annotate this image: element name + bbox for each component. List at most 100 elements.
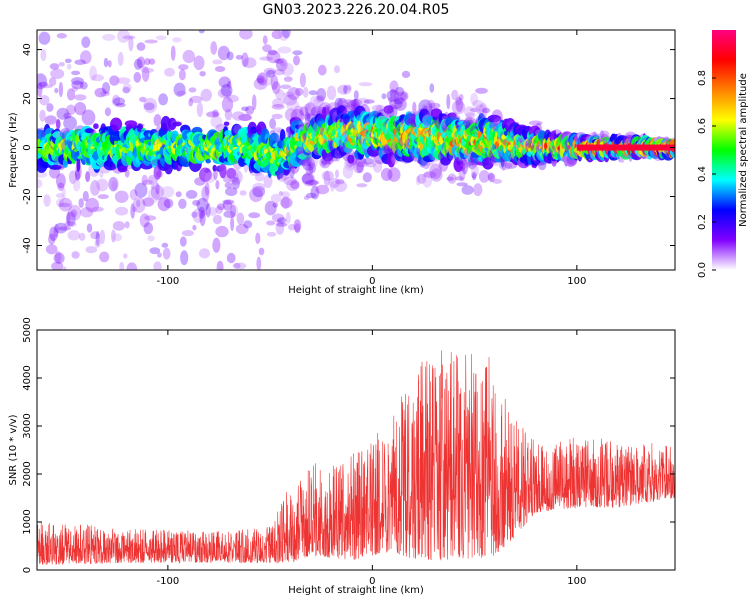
spectrogram-cell (501, 160, 506, 171)
spectrogram-cell (123, 253, 128, 259)
spectrogram-cell (40, 49, 47, 61)
spectrogram-cell (111, 180, 118, 191)
spectrogram-cell (358, 82, 373, 87)
spectrogram-cell (335, 179, 345, 185)
spectrogram-cell (189, 95, 203, 103)
spectrogram-cell (423, 171, 437, 178)
spectrogram-cell (212, 164, 217, 172)
spectrogram-cell (215, 180, 220, 190)
spectrogram-cell (90, 231, 100, 240)
spectrogram-cell (347, 154, 355, 164)
spectrogram-cell (81, 36, 91, 48)
spectrogram-cell (71, 86, 78, 92)
spectrogram-cell (471, 164, 479, 177)
spectrogram-cell (273, 69, 285, 76)
spectrogram-cell (235, 54, 244, 60)
spectrogram-cell (277, 46, 292, 54)
spectrogram-cell (104, 107, 111, 117)
spectrogram-cell (252, 182, 266, 192)
spectrogram-cell (224, 182, 233, 189)
spectrogram-cell (124, 221, 130, 229)
spectrogram-cell (205, 158, 211, 164)
spectrogram-cell (89, 65, 97, 81)
spectrogram-frame (36, 29, 676, 271)
spectrogram-cell (103, 57, 109, 68)
spectrogram-cell (126, 262, 138, 270)
spectrogram-cell (415, 175, 421, 186)
spectrogram-y-ticks: -40 -20 0 20 40 (22, 43, 675, 254)
spectrogram-cell (218, 76, 231, 88)
y-tick-label: -40 (22, 237, 33, 253)
spectrogram-cell (148, 58, 156, 65)
spectrogram-cell (74, 59, 86, 65)
spectrogram-cell (487, 172, 494, 181)
spectrogram-cell (62, 266, 67, 270)
spectrogram-cell (178, 69, 186, 81)
spectrogram-cell (280, 62, 294, 76)
spectrogram-cell (101, 82, 111, 94)
spectrogram-cell (472, 99, 484, 109)
snr-series-line (37, 350, 675, 566)
spectrogram-cell (226, 252, 236, 264)
spectrogram-cell (39, 84, 53, 89)
spectrogram-cell (115, 206, 129, 216)
spectrogram-cell (199, 71, 206, 77)
spectrogram-cell (201, 186, 210, 202)
spectrogram-cell (657, 144, 660, 151)
spectrogram-cell (112, 233, 122, 242)
spectrogram-cell (108, 176, 119, 192)
spectrogram-cell (212, 59, 223, 65)
x-tick-label: 100 (567, 276, 586, 287)
spectrogram-cell (176, 90, 187, 96)
spectrogram-cell (270, 74, 279, 90)
spectrogram-cell (316, 95, 325, 103)
spectrogram-cell (660, 144, 663, 151)
spectrogram-cell (56, 107, 70, 120)
spectrogram-cell (72, 178, 81, 192)
spectrogram-cell (86, 223, 93, 233)
spectrogram-cell (99, 251, 110, 263)
spectrogram-cell (293, 55, 300, 66)
spectrogram-cell (371, 104, 385, 112)
spectrogram-cell (263, 67, 276, 75)
spectrogram-cell (58, 226, 72, 231)
spectrogram-cell (226, 51, 234, 61)
spectrogram-cell (133, 71, 142, 83)
spectrogram-cell (302, 172, 315, 187)
spectrogram-cell (430, 168, 443, 182)
spectrogram-cell (383, 105, 394, 114)
spectrogram-cell (49, 63, 60, 70)
spectrogram-cell (56, 33, 67, 39)
spectrogram-cell (281, 196, 290, 210)
spectrogram-cell (593, 144, 596, 151)
spectrogram-cell (256, 256, 262, 270)
colorbar: 0.0 0.2 0.4 0.6 0.8 Normalized spectral ampl… (697, 30, 749, 278)
spectrogram-cell (335, 169, 339, 179)
spectrogram-cell (107, 60, 112, 68)
spectrogram-cell (645, 144, 649, 151)
spectrogram-cell (63, 112, 72, 119)
colorbar-tick-label: 0.8 (697, 70, 708, 86)
spectrogram-cell (117, 51, 124, 66)
spectrogram-cell (624, 144, 627, 151)
spectrogram-cell (66, 211, 71, 227)
spectrogram-cell (67, 230, 81, 241)
spectrogram-cell (140, 67, 155, 74)
spectrogram-cell (647, 144, 650, 151)
spectrogram-cell (460, 162, 472, 168)
y-tick-label: 1000 (22, 509, 33, 534)
spectrogram-cell (417, 173, 427, 184)
spectrogram-cell (181, 230, 194, 237)
spectrogram-cell (394, 97, 407, 111)
spectrogram-cell (109, 75, 120, 86)
spectrogram-cell (465, 112, 476, 119)
spectrogram-cell (157, 197, 171, 212)
spectrogram-cell (596, 144, 600, 151)
spectrogram-cell (252, 186, 266, 198)
spectrogram-cell (303, 103, 312, 111)
spectrogram-cell (61, 187, 66, 200)
spectrogram-cell (227, 81, 232, 90)
spectrogram-cell (286, 99, 300, 112)
x-tick-label: -100 (157, 576, 180, 587)
spectrogram-cell (271, 81, 281, 95)
